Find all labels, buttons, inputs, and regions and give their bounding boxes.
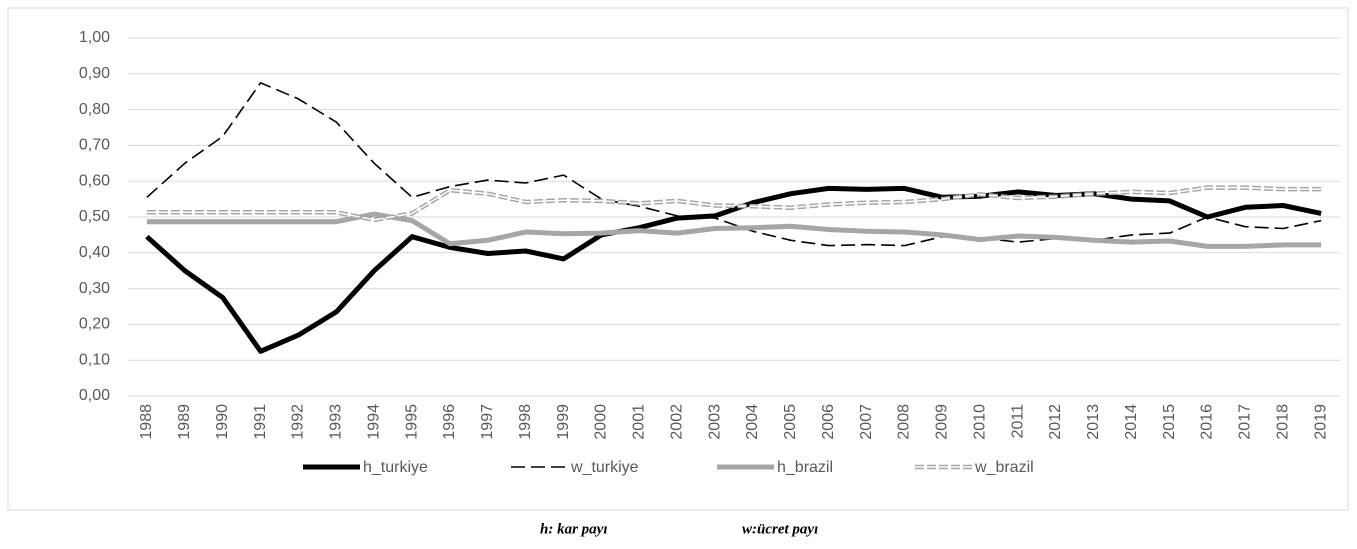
series-line: [146, 211, 1322, 249]
line-highlight: [146, 186, 1322, 221]
x-tick-label: 1988: [138, 404, 155, 440]
legend-label: w_brazil: [974, 459, 1034, 476]
x-tick-label: 1994: [365, 404, 382, 440]
x-tick-label: 1990: [214, 404, 231, 440]
y-tick-label: 0,90: [79, 65, 110, 82]
x-tick-label: 2000: [593, 404, 610, 440]
x-tick-label: 1989: [176, 404, 193, 440]
x-tick-label: 1992: [290, 404, 307, 440]
y-tick-label: 0,30: [79, 280, 110, 297]
x-tick-label: 2009: [934, 404, 951, 440]
note: h: kar payı: [540, 521, 608, 537]
x-tick-label: 2007: [858, 404, 875, 440]
x-tick-label: 2019: [1312, 404, 1329, 440]
x-tick-label: 2018: [1274, 404, 1291, 440]
x-tick-label: 2008: [896, 404, 913, 440]
x-tick-label: 2003: [706, 404, 723, 440]
x-tick-label: 1998: [517, 404, 534, 440]
x-tick-label: 2005: [782, 404, 799, 440]
x-tick-label: 1991: [252, 404, 269, 440]
y-tick-label: 0,20: [79, 316, 110, 333]
x-tick-label: 2012: [1047, 404, 1064, 440]
x-tick-label: 2011: [1009, 404, 1026, 439]
y-tick-label: 0,40: [79, 244, 110, 261]
y-tick-label: 1,00: [79, 29, 110, 46]
chart-frame: [7, 7, 1349, 511]
y-tick-label: 0,80: [79, 101, 110, 118]
y-tick-label: 0,50: [79, 208, 110, 225]
x-tick-label: 2013: [1085, 404, 1102, 440]
legend-label: h_brazil: [777, 459, 833, 476]
x-tick-label: 2001: [631, 404, 648, 440]
x-tick-label: 2006: [820, 404, 837, 440]
x-tick-label: 2010: [971, 404, 988, 440]
legend-label: h_turkiye: [363, 459, 428, 476]
x-tick-label: 1995: [403, 404, 420, 440]
x-tick-label: 2015: [1161, 404, 1178, 440]
series-line: [146, 82, 1322, 247]
legend-label: w_turkiye: [570, 459, 639, 476]
y-tick-label: 0,10: [79, 351, 110, 368]
y-tick-label: 0,60: [79, 172, 110, 189]
x-tick-label: 2014: [1123, 404, 1140, 440]
x-tick-label: 2004: [744, 404, 761, 440]
x-tick-label: 1993: [328, 404, 345, 440]
y-tick-label: 0,00: [79, 387, 110, 404]
x-tick-label: 1997: [479, 404, 496, 440]
x-tick-label: 2002: [668, 404, 685, 440]
series-line: [145, 185, 1322, 354]
note: w:ücret payı: [742, 521, 818, 537]
x-tick-label: 2016: [1199, 404, 1216, 440]
x-tick-label: 1999: [555, 404, 572, 440]
x-tick-label: 2017: [1237, 404, 1254, 440]
y-tick-label: 0,70: [79, 137, 110, 154]
x-tick-label: 1996: [441, 404, 458, 440]
